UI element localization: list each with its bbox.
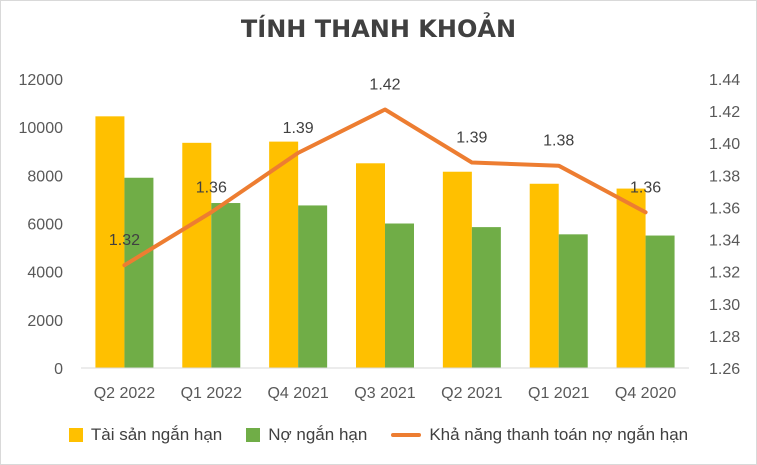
bar-tai-san <box>182 142 212 368</box>
y-left-tick-label: 4000 <box>27 265 63 282</box>
chart-title: TÍNH THANH KHOẢN <box>240 15 517 43</box>
bar-no <box>298 205 328 368</box>
legend-item-tai-san: Tài sản ngắn hạn <box>68 425 223 445</box>
bar-tai-san <box>269 141 299 368</box>
legend-item-no: Nợ ngắn hạn <box>246 425 367 445</box>
bar-no <box>558 234 588 368</box>
x-tick-label: Q3 2021 <box>354 385 415 402</box>
x-tick-label: Q2 2022 <box>94 385 155 402</box>
y-right-tick-label: 1.32 <box>709 265 740 282</box>
bar-no <box>211 203 241 368</box>
y-left-tick-label: 10000 <box>19 120 64 137</box>
legend-item-kha-nang: Khả năng thanh toán nợ ngắn hạn <box>391 425 688 445</box>
y-left-tick-label: 0 <box>54 361 63 378</box>
y-right-tick-label: 1.30 <box>709 297 740 314</box>
x-tick-label: Q4 2021 <box>267 385 328 402</box>
x-tick-label: Q1 2021 <box>528 385 589 402</box>
legend-label-no: Nợ ngắn hạn <box>268 425 368 444</box>
y-right-tick-label: 1.36 <box>709 200 740 217</box>
legend-swatch-kha-nang <box>391 433 422 437</box>
y-right-tick-label: 1.34 <box>709 233 740 250</box>
x-tick-label: Q4 2020 <box>615 385 676 402</box>
bar-no <box>645 235 675 368</box>
legend-swatch-tai-san <box>68 428 83 442</box>
chart-legend: Tài sản ngắn hạn Nợ ngắn hạn Khả năng th… <box>1 425 756 445</box>
line-data-label: 1.36 <box>196 179 227 196</box>
line-data-label: 1.36 <box>630 179 661 196</box>
y-right-tick-label: 1.40 <box>709 136 740 153</box>
y-left-tick-label: 12000 <box>19 72 64 89</box>
line-data-label: 1.39 <box>456 129 487 146</box>
line-data-label: 1.39 <box>283 120 314 137</box>
y-right-tick-label: 1.28 <box>709 329 740 346</box>
chart-plot: 0 2000 4000 6000 8000 10000 12000 1.26 1.28 1.30 1… <box>19 72 741 402</box>
x-tick-label: Q1 2022 <box>181 385 242 402</box>
bar-tai-san <box>616 188 646 368</box>
bar-tai-san <box>529 183 559 368</box>
line-kha-nang <box>122 107 648 268</box>
y-right-tick-label: 1.26 <box>709 361 740 378</box>
bar-tai-san <box>95 116 125 369</box>
y-right-tick-label: 1.42 <box>709 104 740 121</box>
line-data-label: 1.42 <box>369 77 400 94</box>
legend-label-tai-san: Tài sản ngắn hạn <box>90 425 223 444</box>
line-data-label: 1.38 <box>543 133 574 150</box>
y-left-tick-label: 6000 <box>27 217 63 234</box>
x-tick-label: Q2 2021 <box>441 385 502 402</box>
legend-label-kha-nang: Khả năng thanh toán nợ ngắn hạn <box>429 425 689 444</box>
bar-no <box>385 223 414 368</box>
legend-swatch-no <box>246 428 261 442</box>
y-left-tick-label: 2000 <box>27 313 63 330</box>
bar-no <box>124 177 154 368</box>
line-data-label: 1.32 <box>109 232 140 249</box>
bar-no <box>471 227 501 368</box>
bar-tai-san <box>442 171 472 368</box>
bar-tai-san <box>356 163 385 368</box>
y-right-tick-label: 1.44 <box>709 72 740 89</box>
y-left-tick-label: 8000 <box>27 168 63 185</box>
y-right-tick-label: 1.38 <box>709 168 740 185</box>
